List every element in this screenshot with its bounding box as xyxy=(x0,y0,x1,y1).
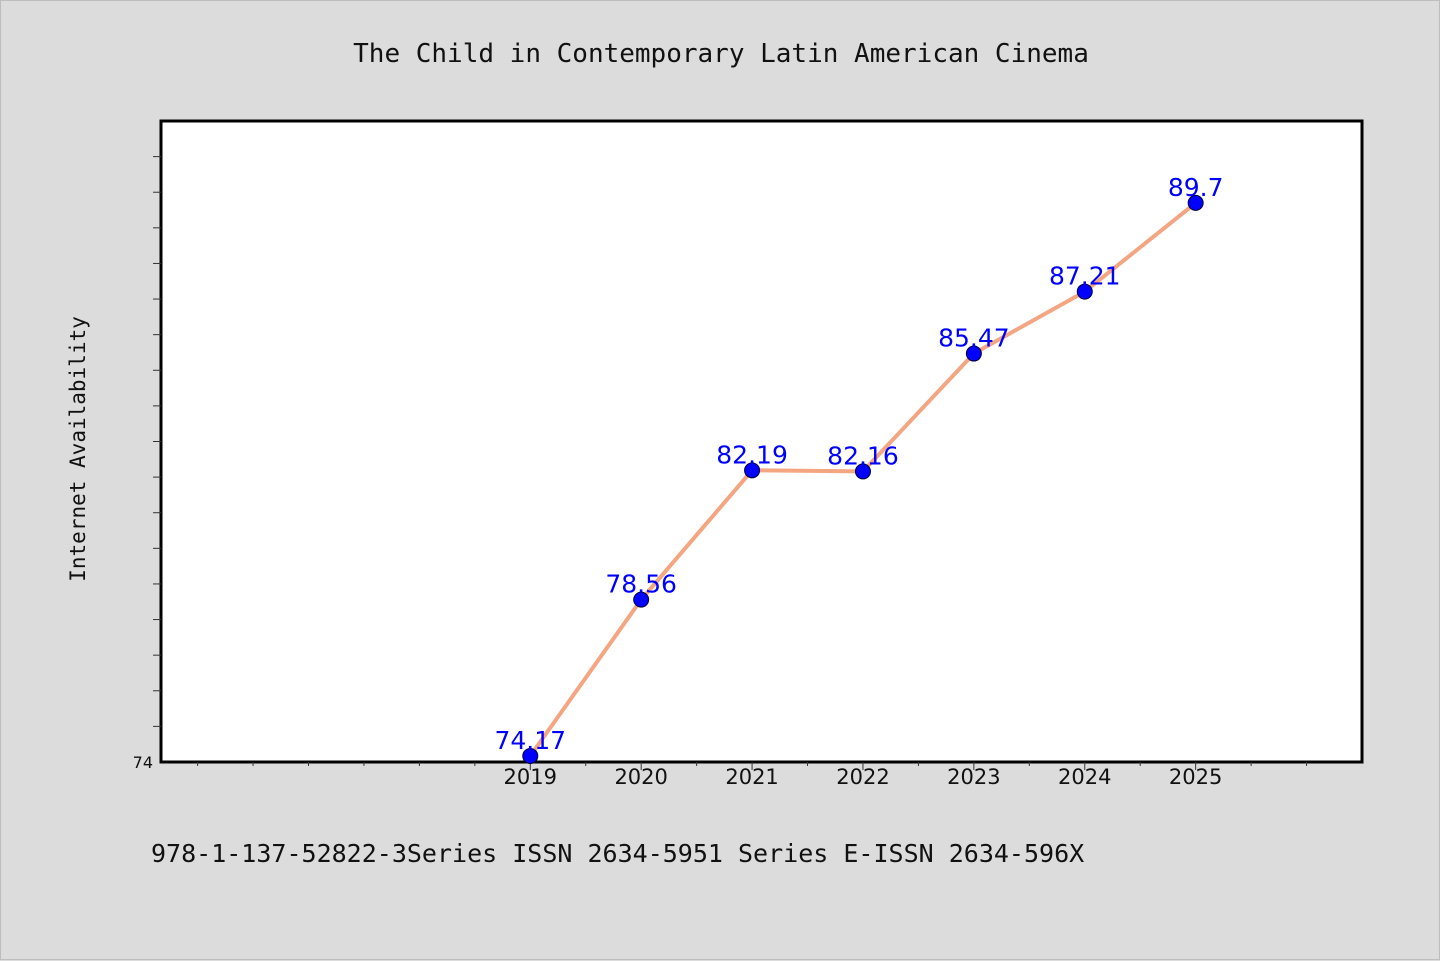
data-point xyxy=(522,747,539,764)
data-label: 78.56 xyxy=(605,570,677,599)
x-tick-label: 2024 xyxy=(1058,765,1111,789)
data-point xyxy=(854,463,871,480)
data-label: 89.7 xyxy=(1168,173,1224,202)
data-labels: 74.17 78.56 82.19 82.16 85.47 87.21 89.7 xyxy=(494,173,1223,755)
x-tick-label: 2020 xyxy=(614,765,667,789)
x-axis-ticks xyxy=(197,762,1308,770)
chart-title: The Child in Contemporary Latin American… xyxy=(353,39,1089,69)
data-label: 85.47 xyxy=(938,324,1010,353)
data-label: 82.19 xyxy=(716,440,788,469)
x-tick-label: 2025 xyxy=(1169,765,1222,789)
x-tick-label: 2021 xyxy=(725,765,778,789)
data-point xyxy=(1187,194,1204,211)
data-label: 87.21 xyxy=(1049,262,1121,291)
x-axis-tick-labels: 2019 2020 2021 2022 2023 2024 2025 xyxy=(504,765,1223,789)
data-label: 74.17 xyxy=(494,726,566,755)
x-tick-label: 2019 xyxy=(504,765,557,789)
y-axis-label: Internet Availability xyxy=(66,316,90,582)
footnote: 978-1-137-52822-3Series ISSN 2634-5951 S… xyxy=(151,839,1084,868)
data-point xyxy=(965,345,982,362)
data-point xyxy=(744,462,761,479)
y-axis-ticks xyxy=(153,156,161,727)
y-axis-tick-labels: 74 xyxy=(133,753,153,772)
data-point xyxy=(633,591,650,608)
x-tick-label: 2022 xyxy=(836,765,889,789)
data-points xyxy=(522,194,1204,764)
y-tick-label: 74 xyxy=(133,753,153,772)
data-point xyxy=(1076,283,1093,300)
data-label: 82.16 xyxy=(827,441,899,470)
x-tick-label: 2023 xyxy=(947,765,1000,789)
